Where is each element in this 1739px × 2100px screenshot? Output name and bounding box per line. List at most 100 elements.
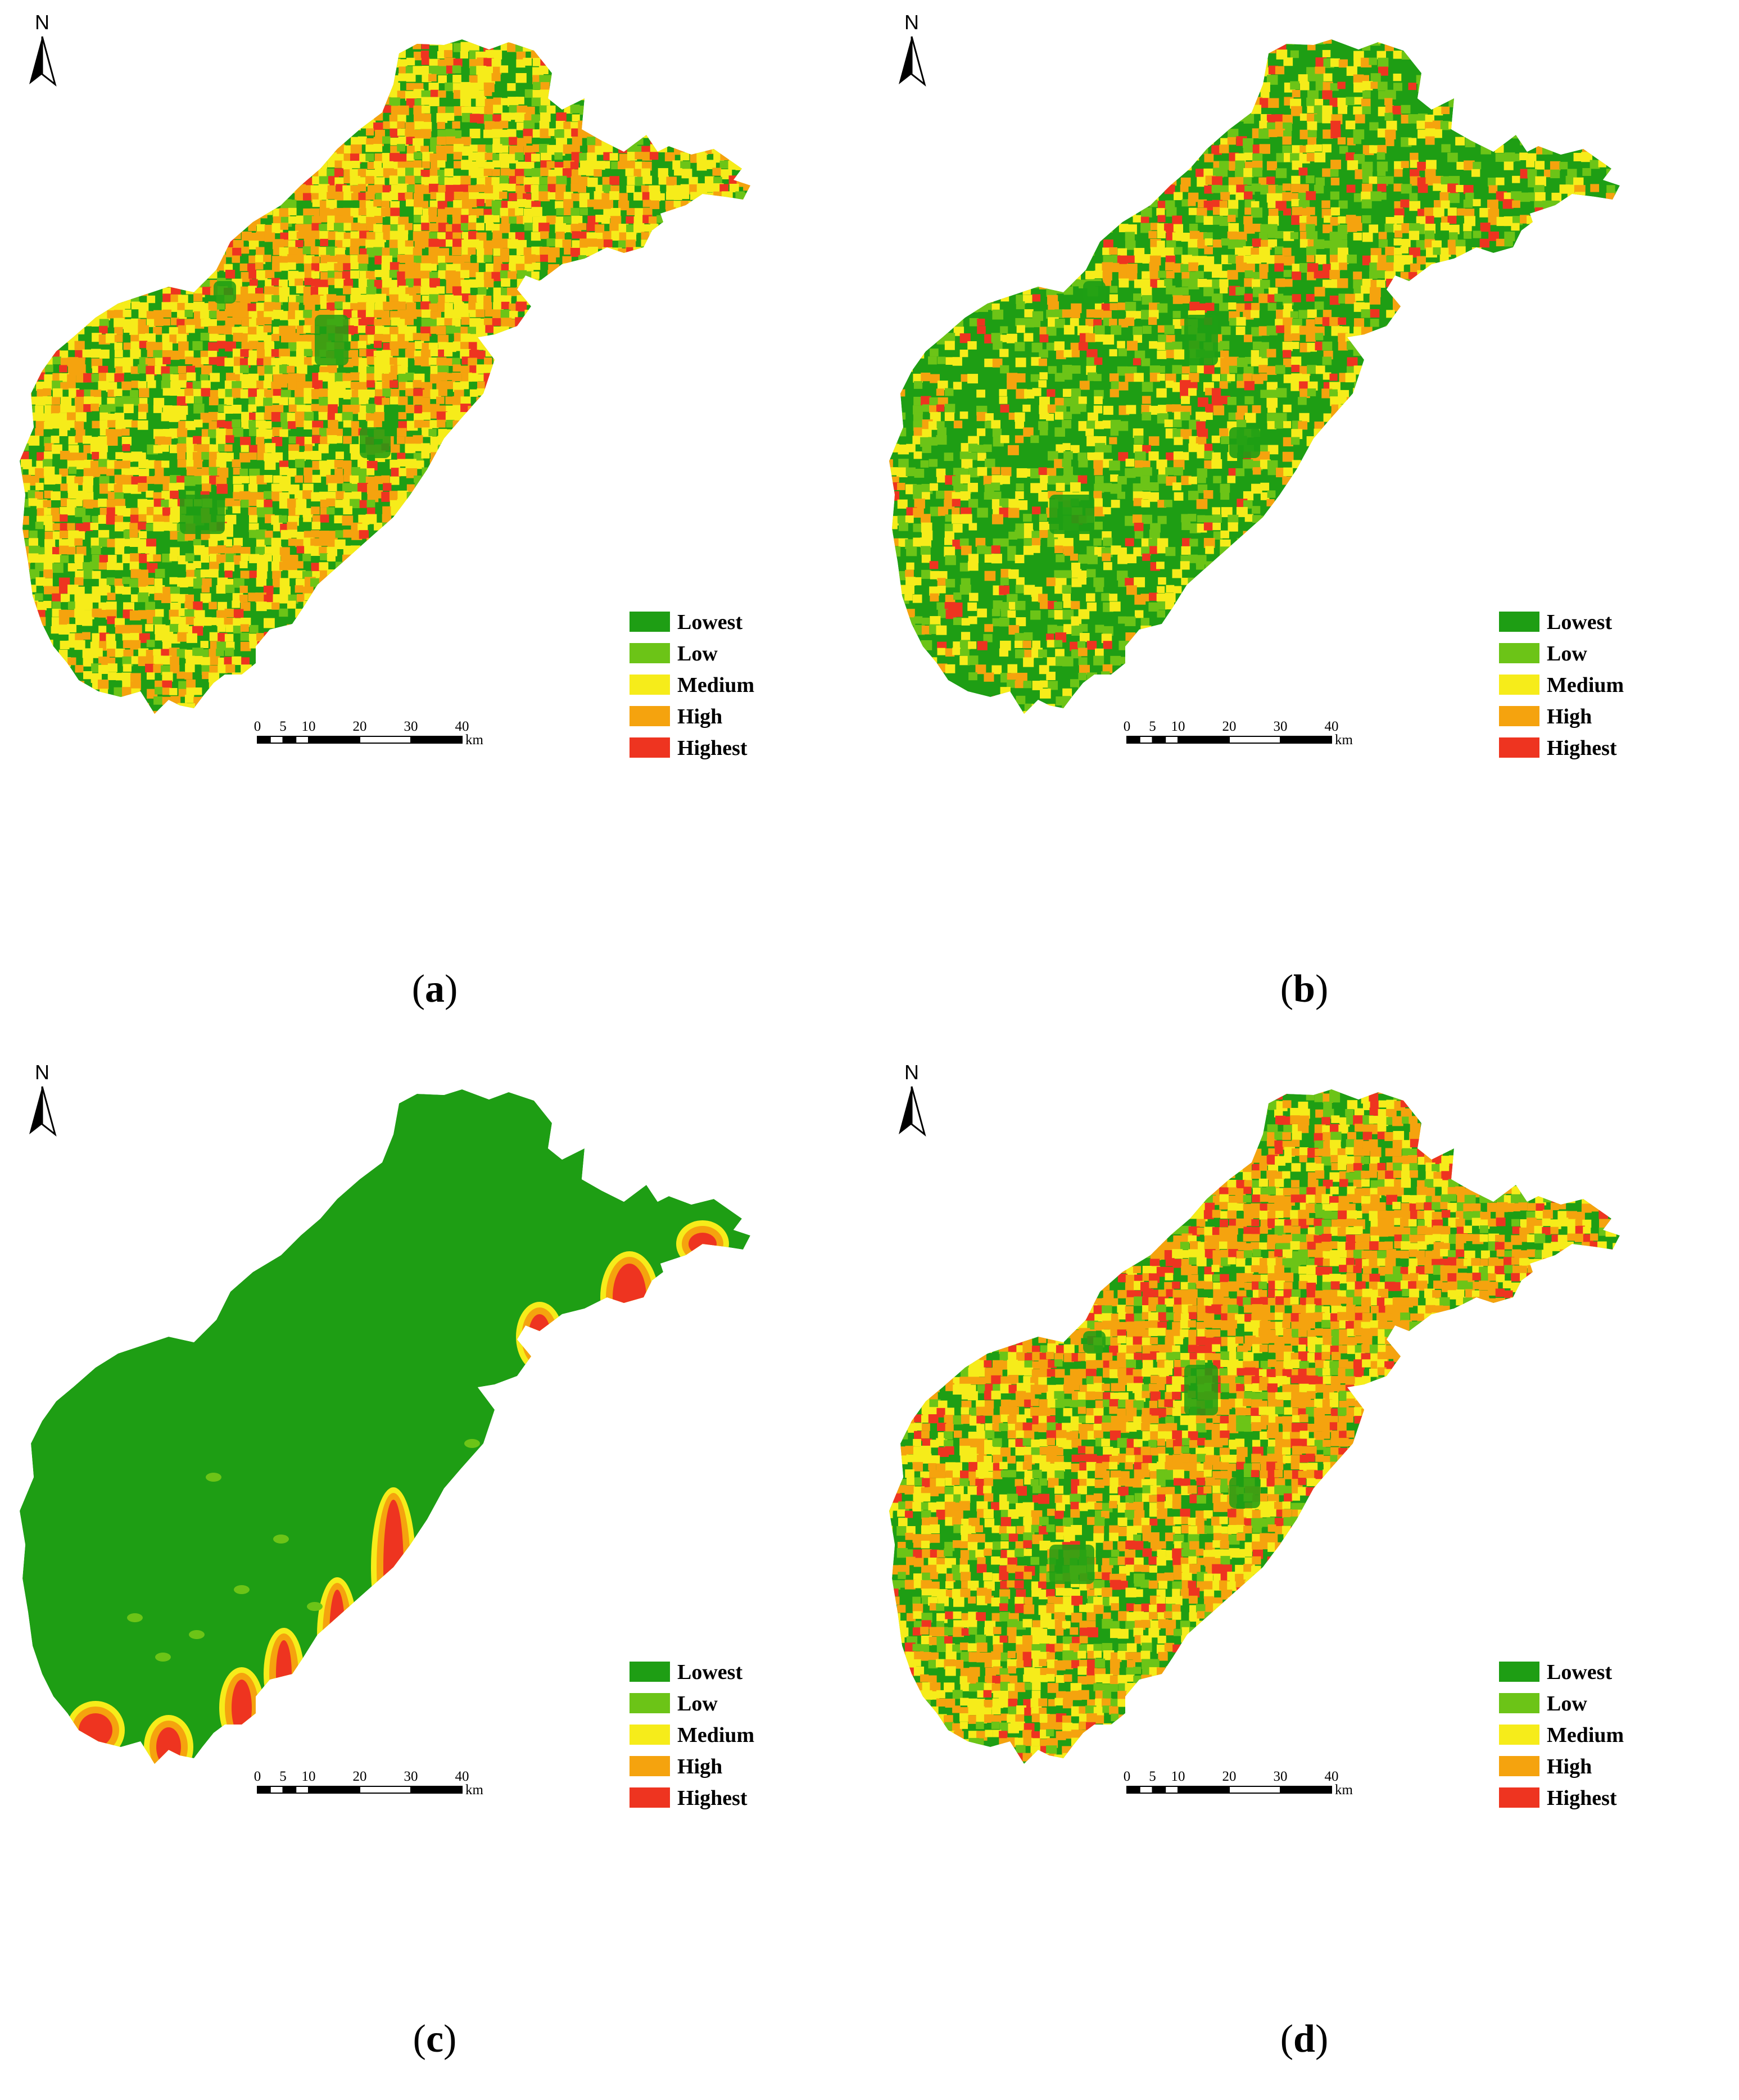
legend-swatch-lowest xyxy=(1499,612,1539,632)
legend: Lowest Low Medium High Highest xyxy=(1499,610,1624,760)
legend-swatch-highest xyxy=(630,1787,670,1808)
north-arrow-left xyxy=(899,1087,912,1134)
north-arrow-left xyxy=(29,1087,42,1134)
legend-label-medium: Medium xyxy=(1547,673,1624,697)
legend-label-low: Low xyxy=(1547,1692,1587,1716)
legend-label-high: High xyxy=(1547,1755,1592,1778)
panel-caption: (c) xyxy=(413,2017,457,2061)
scale-unit: km xyxy=(465,732,484,748)
legend-swatch-medium xyxy=(630,675,670,695)
scale-tick-label: 0 xyxy=(1124,1769,1131,1784)
map-panel-d: N Lowest Low Medium High Highest 0 5 10 20 30 40 k… xyxy=(870,1050,1739,2100)
scale-tick-label: 30 xyxy=(1274,719,1288,734)
legend-swatch-lowest xyxy=(630,1662,670,1682)
panel-label: a xyxy=(425,967,445,1011)
panel-caption: (a) xyxy=(411,967,458,1011)
scale-unit: km xyxy=(465,1782,484,1798)
legend-swatch-high xyxy=(630,706,670,726)
scale-tick-label: 40 xyxy=(1325,1769,1339,1784)
legend-label-lowest: Lowest xyxy=(1547,610,1612,634)
map-svg: N Lowest Low Medium High Highest 0 5 10 20 30 40k… xyxy=(889,11,1624,760)
panel-label: c xyxy=(425,2017,444,2061)
legend: Lowest Low Medium High Highest xyxy=(630,610,754,760)
legend: Lowest Low Medium High Highest xyxy=(1499,1660,1624,1810)
legend-swatch-low xyxy=(630,643,670,663)
legend-label-highest: Highest xyxy=(677,1786,748,1810)
scale-unit: km xyxy=(1335,732,1353,748)
scale-tick-label: 10 xyxy=(302,1769,316,1784)
legend-swatch-low xyxy=(1499,1693,1539,1713)
legend-label-medium: Medium xyxy=(677,1723,754,1747)
legend: Lowest Low Medium High Highest xyxy=(630,1660,754,1810)
legend-label-low: Low xyxy=(677,1692,718,1716)
north-label: N xyxy=(35,11,49,34)
map-svg: N Lowest Low Medium High Highest 0 5 10 20 30 40k… xyxy=(889,1061,1624,1810)
legend-swatch-lowest xyxy=(630,612,670,632)
legend-swatch-lowest xyxy=(1499,1662,1539,1682)
legend-swatch-high xyxy=(1499,1756,1539,1776)
legend-label-highest: Highest xyxy=(1547,736,1617,760)
north-arrow-icon: N xyxy=(899,1061,926,1137)
north-arrow-right xyxy=(911,1086,926,1137)
scale-tick-label: 40 xyxy=(455,719,469,734)
scale-tick-label: 5 xyxy=(1149,1769,1156,1784)
legend-swatch-medium xyxy=(630,1725,670,1745)
scale-tick-label: 10 xyxy=(302,719,316,734)
north-arrow-icon: N xyxy=(29,11,57,87)
north-label: N xyxy=(904,11,919,34)
scale-tick-label: 5 xyxy=(279,1769,287,1784)
scale-tick-label: 0 xyxy=(254,1769,261,1784)
north-arrow-icon: N xyxy=(899,11,926,87)
legend-label-high: High xyxy=(677,705,722,728)
panel-caption: (d) xyxy=(1280,2017,1329,2061)
panel-caption: (b) xyxy=(1280,967,1329,1011)
map-panel-b: N Lowest Low Medium High Highest 0 5 10 20 30 40 k… xyxy=(870,0,1739,1050)
scale-tick-label: 20 xyxy=(1222,1769,1237,1784)
legend-label-medium: Medium xyxy=(677,673,754,697)
legend-label-low: Low xyxy=(677,642,718,666)
scale-tick-label: 5 xyxy=(1149,719,1156,734)
legend-label-high: High xyxy=(1547,705,1592,728)
north-arrow-right xyxy=(41,36,57,87)
legend-label-lowest: Lowest xyxy=(677,610,742,634)
scale-tick-label: 20 xyxy=(353,719,367,734)
legend-swatch-medium xyxy=(1499,675,1539,695)
panel-label: b xyxy=(1293,967,1315,1011)
scale-tick-label: 40 xyxy=(455,1769,469,1784)
map-panel-a: N Lowest Low Medium High Highest 0 5 10 20 30 40 k… xyxy=(0,0,870,1050)
north-label: N xyxy=(35,1061,49,1084)
legend-swatch-medium xyxy=(1499,1725,1539,1745)
scale-tick-label: 0 xyxy=(254,719,261,734)
legend-label-lowest: Lowest xyxy=(1547,1660,1612,1684)
scale-tick-label: 10 xyxy=(1171,1769,1185,1784)
legend-label-high: High xyxy=(677,1755,722,1778)
legend-label-highest: Highest xyxy=(1547,1786,1617,1810)
north-arrow-icon: N xyxy=(29,1061,57,1137)
legend-label-lowest: Lowest xyxy=(677,1660,742,1684)
map-svg: N Lowest Low Medium High Highest 0 5 10 20 30 40k… xyxy=(20,11,754,760)
map-svg: N Lowest Low Medium High Highest 0 5 10 20 30 40k… xyxy=(20,1061,754,1810)
scale-tick-label: 30 xyxy=(404,719,418,734)
legend-swatch-high xyxy=(1499,706,1539,726)
scale-tick-label: 30 xyxy=(1274,1769,1288,1784)
scale-tick-label: 20 xyxy=(353,1769,367,1784)
scale-tick-label: 30 xyxy=(404,1769,418,1784)
legend-label-medium: Medium xyxy=(1547,1723,1624,1747)
legend-label-highest: Highest xyxy=(677,736,748,760)
scale-tick-label: 0 xyxy=(1124,719,1131,734)
map-base xyxy=(20,1089,750,1764)
scale-unit: km xyxy=(1335,1782,1353,1798)
legend-swatch-low xyxy=(630,1693,670,1713)
panel-label: d xyxy=(1293,2017,1315,2061)
legend-swatch-highest xyxy=(1499,1787,1539,1808)
north-arrow-right xyxy=(41,1086,57,1137)
legend-swatch-low xyxy=(1499,643,1539,663)
scale-tick-label: 40 xyxy=(1325,719,1339,734)
legend-swatch-highest xyxy=(630,737,670,758)
north-arrow-right xyxy=(911,36,926,87)
scale-tick-label: 5 xyxy=(279,719,287,734)
